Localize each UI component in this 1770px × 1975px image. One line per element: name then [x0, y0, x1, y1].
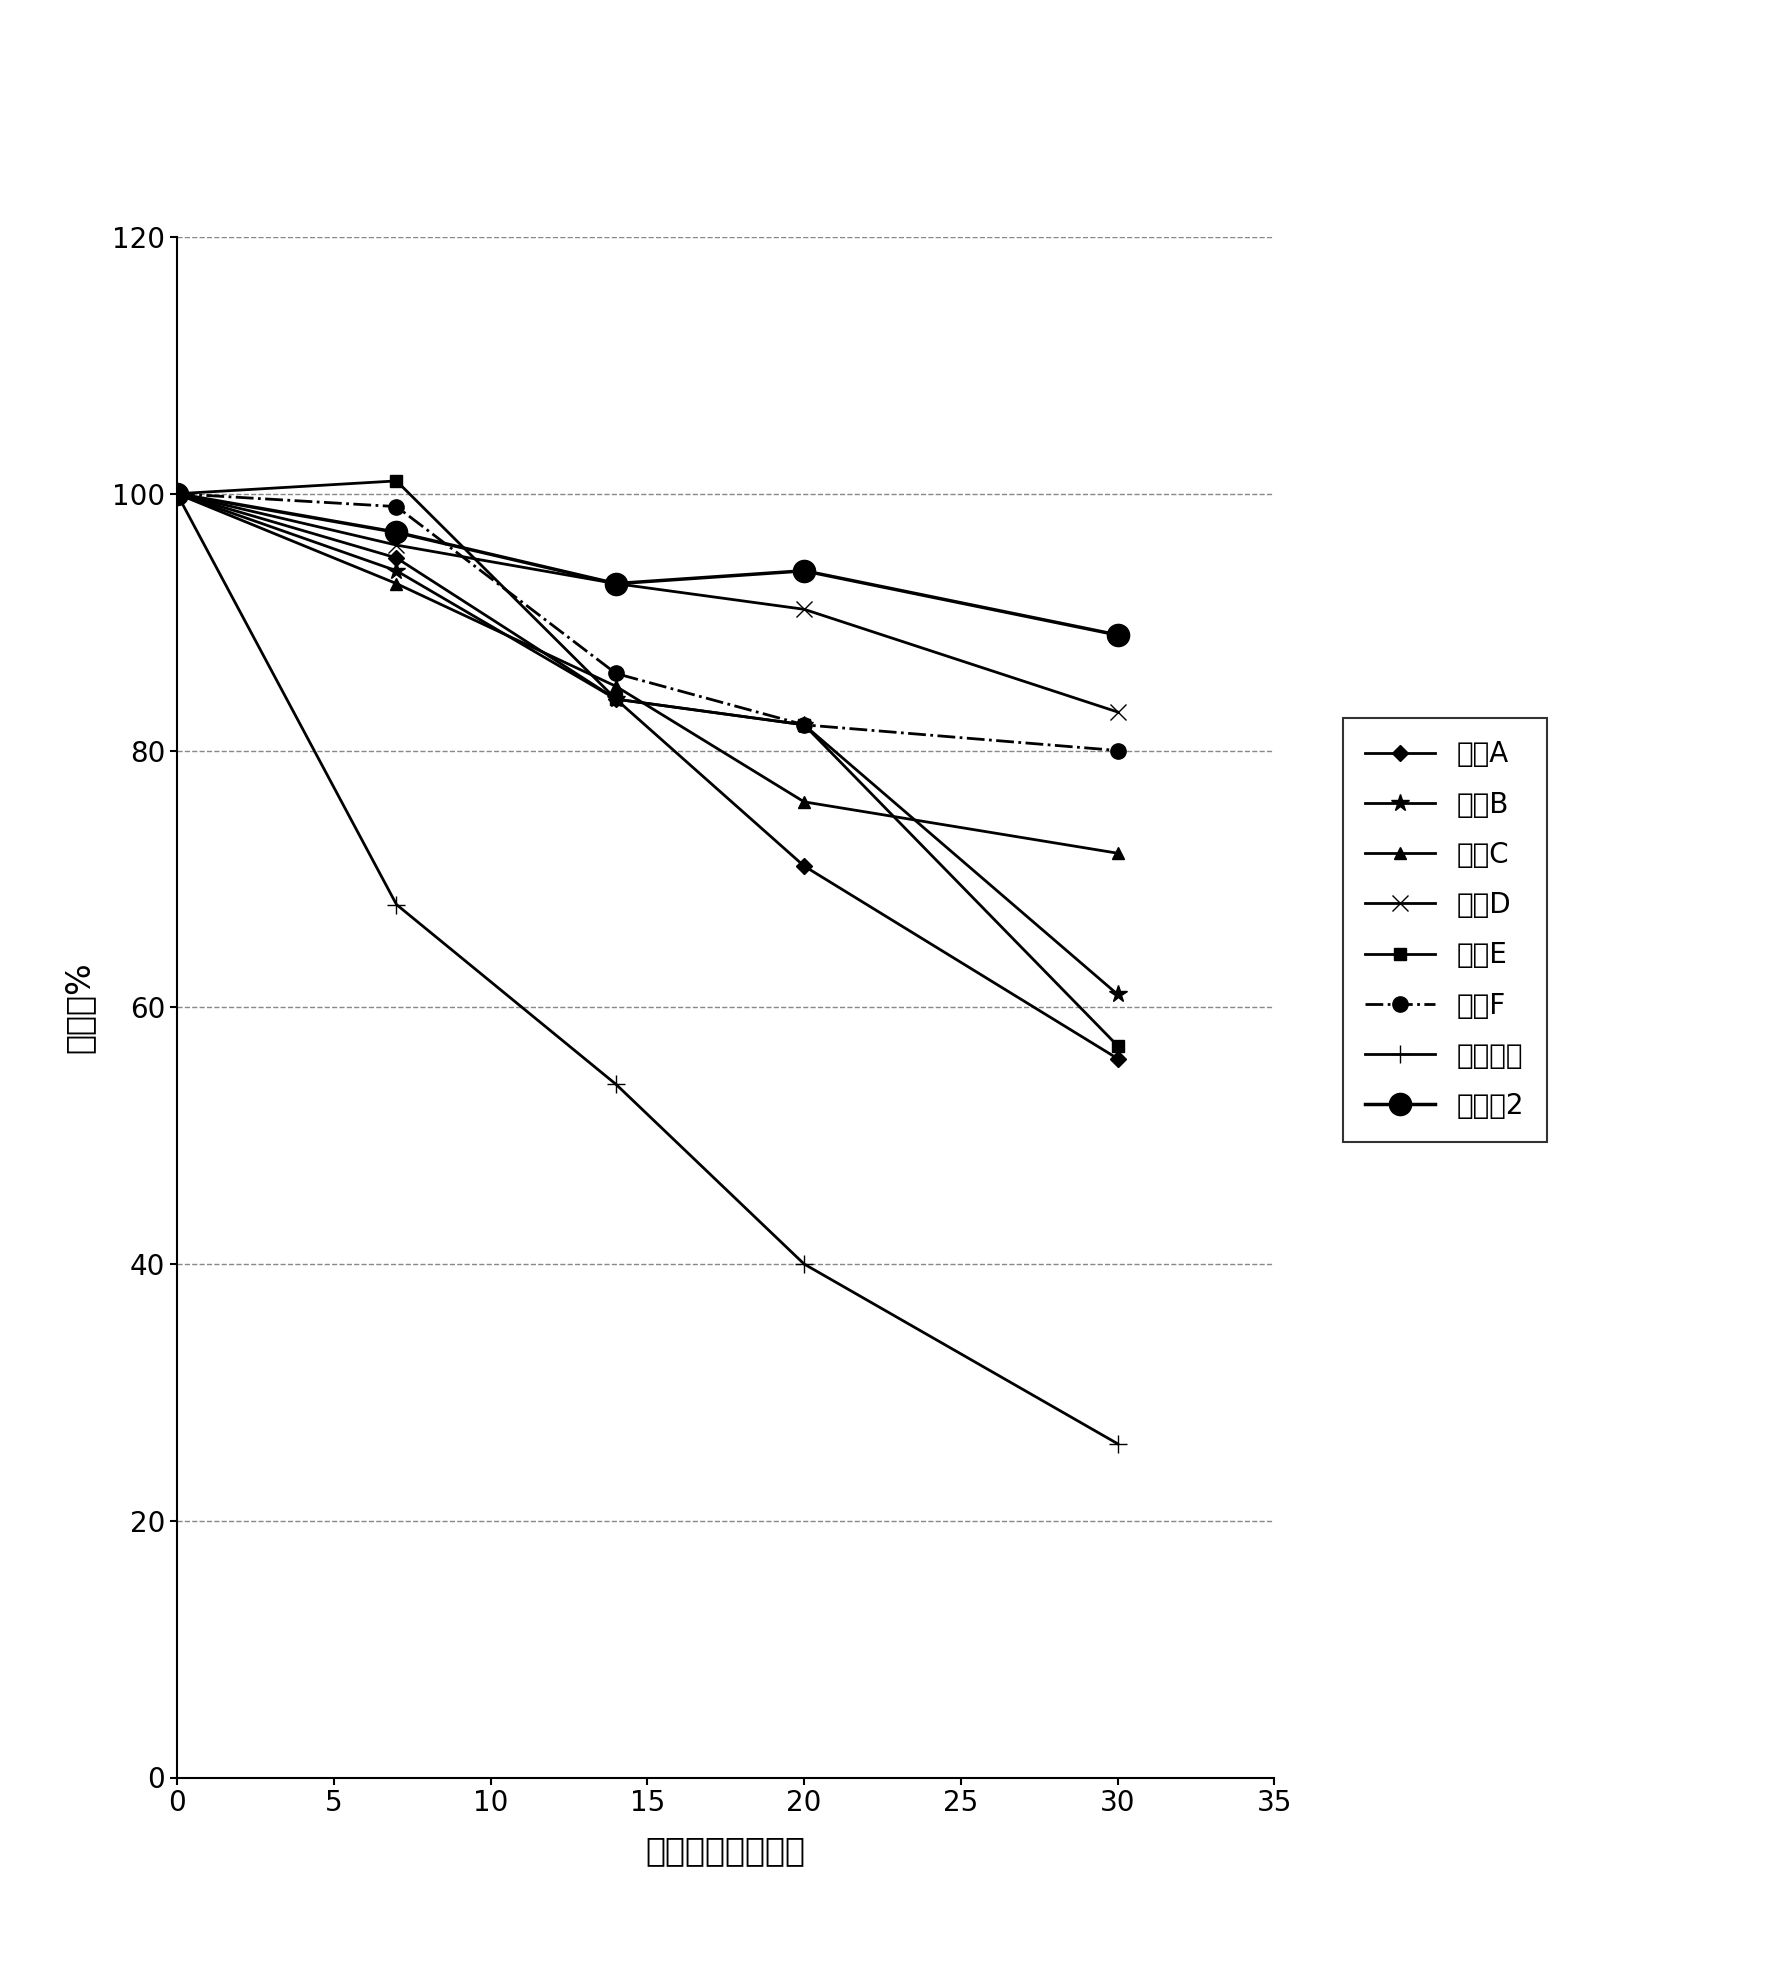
实施例2 — [386, 519, 407, 543]
试剂B — [166, 482, 188, 506]
试剂E — [605, 687, 627, 711]
Y-axis label: 残存量%: 残存量% — [62, 962, 96, 1053]
Legend: 试剂A, 试剂B, 试剂C, 试剂D, 试剂E, 试剂F, 对照试剂, 实施例2: 试剂A, 试剂B, 试剂C, 试剂D, 试剂E, 试剂F, 对照试剂, 实施例2 — [1343, 719, 1547, 1142]
试剂C — [1106, 841, 1127, 865]
X-axis label: 温度负荷期（日）: 温度负荷期（日） — [646, 1835, 805, 1866]
试剂D — [605, 573, 627, 596]
试剂A — [166, 482, 188, 506]
试剂B — [386, 559, 407, 583]
试剂E — [1106, 1033, 1127, 1057]
对照试剂 — [793, 1252, 814, 1276]
试剂E — [386, 468, 407, 492]
试剂B — [1106, 984, 1127, 1007]
对照试剂 — [1106, 1432, 1127, 1456]
试剂C — [605, 673, 627, 697]
对照试剂 — [386, 893, 407, 916]
实施例2 — [605, 573, 627, 596]
试剂A — [605, 687, 627, 711]
试剂F — [793, 713, 814, 737]
对照试剂 — [605, 1072, 627, 1096]
试剂C — [386, 573, 407, 596]
实施例2 — [166, 482, 188, 506]
Line: 试剂A: 试剂A — [172, 488, 1124, 1065]
试剂D — [1106, 699, 1127, 723]
试剂D — [793, 596, 814, 620]
实施例2 — [1106, 622, 1127, 646]
试剂E — [166, 482, 188, 506]
试剂C — [166, 482, 188, 506]
试剂F — [605, 662, 627, 685]
试剂D — [386, 533, 407, 557]
试剂E — [793, 713, 814, 737]
试剂B — [793, 713, 814, 737]
试剂F — [1106, 739, 1127, 762]
试剂A — [386, 545, 407, 569]
Line: 试剂D: 试剂D — [170, 486, 1126, 719]
对照试剂 — [166, 482, 188, 506]
Line: 试剂B: 试剂B — [168, 484, 1127, 1003]
试剂A — [793, 853, 814, 877]
Line: 试剂F: 试剂F — [170, 486, 1126, 758]
试剂C — [793, 790, 814, 814]
试剂B — [605, 687, 627, 711]
试剂F — [166, 482, 188, 506]
Line: 对照试剂: 对照试剂 — [168, 484, 1127, 1454]
试剂A — [1106, 1047, 1127, 1070]
Line: 试剂C: 试剂C — [170, 488, 1124, 859]
Line: 试剂E: 试剂E — [170, 474, 1124, 1053]
试剂F — [386, 494, 407, 517]
试剂D — [166, 482, 188, 506]
Line: 实施例2: 实施例2 — [166, 482, 1129, 646]
实施例2 — [793, 559, 814, 583]
